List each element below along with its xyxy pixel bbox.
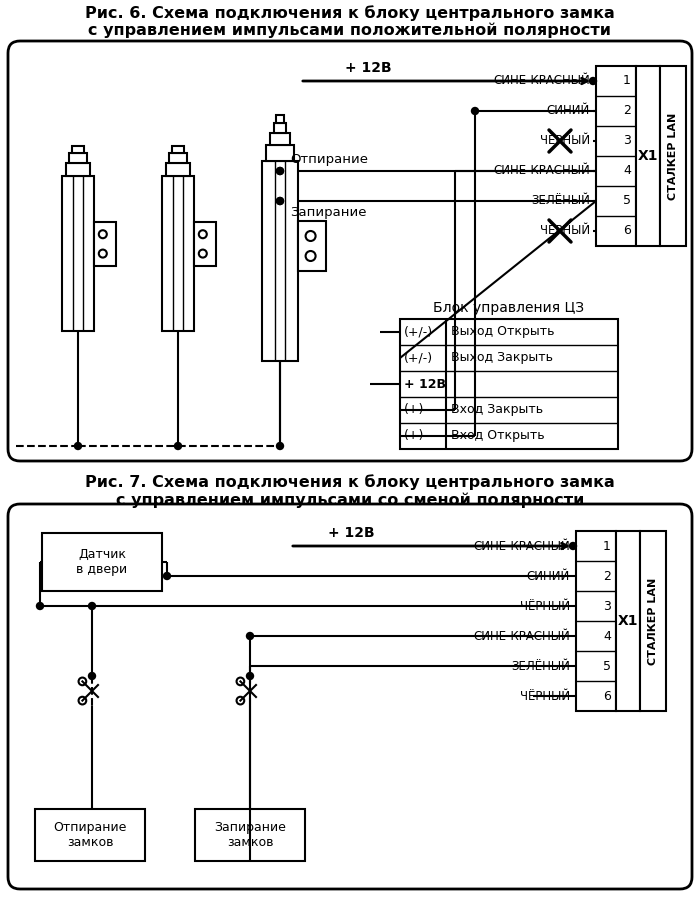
- FancyBboxPatch shape: [194, 222, 216, 266]
- Text: Выход Закрыть: Выход Закрыть: [451, 352, 553, 365]
- Text: СИНЕ-КРАСНЫЙ: СИНЕ-КРАСНЫЙ: [473, 540, 570, 553]
- Text: СИНЕ-КРАСНЫЙ: СИНЕ-КРАСНЫЙ: [494, 75, 590, 87]
- Text: Рис. 6. Схема подключения к блоку центрального замка: Рис. 6. Схема подключения к блоку центра…: [85, 5, 615, 21]
- Circle shape: [246, 672, 253, 680]
- Text: Запирание: Запирание: [290, 206, 367, 219]
- FancyBboxPatch shape: [276, 115, 284, 123]
- Text: 4: 4: [603, 629, 611, 643]
- Text: 5: 5: [603, 659, 611, 672]
- Text: 1: 1: [603, 540, 611, 553]
- Text: СИНЕ-КРАСНЫЙ: СИНЕ-КРАСНЫЙ: [473, 629, 570, 643]
- Text: ЧЁРНЫЙ: ЧЁРНЫЙ: [520, 600, 570, 612]
- Text: ЗЕЛЁНЫЙ: ЗЕЛЁНЫЙ: [511, 659, 570, 672]
- Circle shape: [88, 672, 95, 680]
- Text: Отпирание
замков: Отпирание замков: [53, 821, 127, 849]
- FancyBboxPatch shape: [66, 163, 90, 176]
- Text: (+/-): (+/-): [404, 352, 433, 365]
- Circle shape: [88, 602, 95, 610]
- FancyBboxPatch shape: [576, 531, 616, 711]
- Text: ЧЁРНЫЙ: ЧЁРНЫЙ: [520, 690, 570, 703]
- FancyBboxPatch shape: [195, 809, 305, 861]
- Text: 6: 6: [603, 690, 611, 703]
- FancyBboxPatch shape: [8, 41, 692, 461]
- Text: 1: 1: [623, 75, 631, 87]
- Circle shape: [276, 168, 284, 174]
- FancyBboxPatch shape: [660, 66, 686, 246]
- Text: (+): (+): [404, 403, 424, 416]
- Text: + 12В: + 12В: [345, 61, 391, 75]
- FancyBboxPatch shape: [640, 531, 666, 711]
- Text: Х1: Х1: [617, 614, 638, 628]
- Circle shape: [276, 168, 284, 174]
- Text: (+/-): (+/-): [404, 325, 433, 339]
- Circle shape: [74, 442, 81, 449]
- Circle shape: [164, 573, 171, 579]
- FancyBboxPatch shape: [262, 161, 298, 361]
- Text: (+): (+): [404, 429, 424, 442]
- FancyBboxPatch shape: [42, 533, 162, 591]
- Text: 6: 6: [623, 225, 631, 238]
- Circle shape: [589, 77, 596, 85]
- Text: СИНЕ-КРАСНЫЙ: СИНЕ-КРАСНЫЙ: [494, 165, 590, 178]
- FancyBboxPatch shape: [270, 133, 290, 145]
- FancyBboxPatch shape: [166, 163, 190, 176]
- FancyBboxPatch shape: [636, 66, 660, 246]
- FancyBboxPatch shape: [266, 145, 294, 161]
- Circle shape: [472, 108, 479, 114]
- Text: 5: 5: [623, 194, 631, 207]
- FancyBboxPatch shape: [274, 123, 286, 133]
- Text: Блок управления ЦЗ: Блок управления ЦЗ: [433, 301, 584, 315]
- Text: 3: 3: [603, 600, 611, 612]
- Text: СТАЛКЕР LAN: СТАЛКЕР LAN: [648, 577, 658, 665]
- FancyBboxPatch shape: [172, 146, 184, 153]
- Text: СИНИЙ: СИНИЙ: [526, 569, 570, 582]
- FancyBboxPatch shape: [616, 531, 640, 711]
- Circle shape: [36, 602, 43, 610]
- Text: с управлением импульсами положительной полярности: с управлением импульсами положительной п…: [88, 23, 612, 39]
- Circle shape: [276, 197, 284, 204]
- FancyBboxPatch shape: [169, 153, 187, 163]
- Text: СИНИЙ: СИНИЙ: [547, 104, 590, 118]
- FancyBboxPatch shape: [596, 66, 636, 246]
- Text: Х1: Х1: [638, 149, 658, 163]
- Text: 2: 2: [623, 104, 631, 118]
- Circle shape: [276, 442, 284, 449]
- Text: 4: 4: [623, 165, 631, 178]
- FancyBboxPatch shape: [8, 504, 692, 889]
- FancyBboxPatch shape: [35, 809, 145, 861]
- Text: ЧЁРНЫЙ: ЧЁРНЫЙ: [540, 225, 590, 238]
- Text: + 12В: + 12В: [404, 378, 446, 391]
- Text: 2: 2: [603, 569, 611, 582]
- Text: 3: 3: [623, 134, 631, 147]
- Text: Вход Закрыть: Вход Закрыть: [451, 403, 543, 416]
- FancyBboxPatch shape: [69, 153, 87, 163]
- Circle shape: [570, 542, 577, 550]
- Text: Датчик
в двери: Датчик в двери: [76, 548, 127, 576]
- FancyBboxPatch shape: [162, 176, 194, 331]
- Text: СТАЛКЕР LAN: СТАЛКЕР LAN: [668, 112, 678, 200]
- Text: Отпирание: Отпирание: [290, 153, 368, 166]
- Circle shape: [174, 442, 181, 449]
- FancyBboxPatch shape: [298, 221, 326, 271]
- Text: ЧЁРНЫЙ: ЧЁРНЫЙ: [540, 134, 590, 147]
- Circle shape: [276, 197, 284, 204]
- Circle shape: [246, 633, 253, 639]
- FancyBboxPatch shape: [94, 222, 116, 266]
- FancyBboxPatch shape: [72, 146, 84, 153]
- Text: Запирание
замков: Запирание замков: [214, 821, 286, 849]
- Text: Выход Открыть: Выход Открыть: [451, 325, 554, 339]
- FancyBboxPatch shape: [62, 176, 94, 331]
- Text: с управлением импульсами со сменой полярности: с управлением импульсами со сменой поляр…: [116, 492, 584, 507]
- Text: Рис. 7. Схема подключения к блоку центрального замка: Рис. 7. Схема подключения к блоку центра…: [85, 474, 615, 490]
- Text: + 12В: + 12В: [328, 526, 374, 540]
- Text: Вход Открыть: Вход Открыть: [451, 429, 545, 442]
- FancyBboxPatch shape: [400, 319, 618, 449]
- Text: ЗЕЛЁНЫЙ: ЗЕЛЁНЫЙ: [531, 194, 590, 207]
